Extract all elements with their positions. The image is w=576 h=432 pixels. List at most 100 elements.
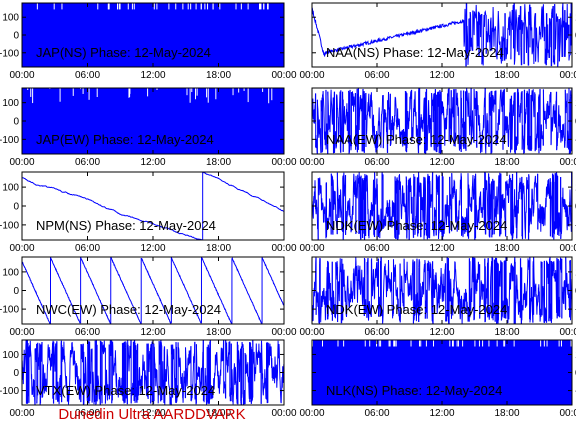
x-tick-label: 00:00 (299, 327, 324, 338)
x-tick-label: 18:00 (206, 408, 231, 419)
trace-area (22, 172, 284, 240)
trace-area (22, 3, 284, 67)
panel-title: NDK(EW) Phase: 12-May-2024 (326, 218, 507, 233)
x-tick-label: 12:00 (140, 157, 165, 168)
x-tick-label: 18:00 (494, 70, 519, 81)
trace-area (312, 340, 572, 405)
trace-area (312, 257, 572, 324)
panel-title: NWC(EW) Phase: 12-May-2024 (36, 302, 221, 317)
phase-trace (22, 172, 284, 240)
y-tick-label: 100 (2, 98, 19, 109)
x-tick-label: 18:00 (494, 243, 519, 254)
panel-title: NDK(EW) Phase: 12-May-2024 (326, 302, 507, 317)
y-tick-label: -100 (0, 48, 19, 59)
phase-panel-naa-ew: 1000-10000:0006:0012:0018:0000:00NAA(EW)… (299, 87, 576, 168)
trace-area (312, 3, 572, 67)
x-tick-label: 06:00 (364, 70, 389, 81)
x-tick-label: 06:00 (75, 70, 100, 81)
x-tick-label: 12:00 (140, 327, 165, 338)
x-tick-label: 00:00 (9, 327, 34, 338)
y-tick-label: 100 (2, 267, 19, 278)
y-tick-label: 100 (2, 13, 19, 24)
y-tick-label: 100 (2, 350, 19, 361)
phase-panel-naa-ns: 1000-10000:0006:0012:0018:0000:00NAA(NS)… (299, 2, 576, 81)
x-tick-label: 00:00 (271, 157, 296, 168)
x-tick-label: 00:00 (299, 243, 324, 254)
x-tick-label: 06:00 (364, 243, 389, 254)
y-tick-label: 0 (13, 202, 19, 213)
x-tick-label: 00:00 (9, 408, 34, 419)
trace-area (312, 172, 572, 240)
phase-panel-ndk-ew: 1000-10000:0006:0012:0018:0000:00NDK(EW)… (299, 256, 576, 338)
x-tick-label: 00:00 (299, 408, 324, 419)
x-tick-label: 18:00 (494, 327, 519, 338)
y-tick-label: 0 (13, 117, 19, 128)
phase-trace (22, 257, 284, 324)
x-tick-label: 06:00 (364, 327, 389, 338)
x-tick-label: 00:00 (9, 70, 34, 81)
panel-title: NAA(EW) Phase: 12-May-2024 (326, 132, 507, 147)
x-tick-label: 06:00 (75, 327, 100, 338)
x-tick-label: 18:00 (494, 157, 519, 168)
x-tick-label: 00:00 (559, 157, 576, 168)
panel-title: JAP(NS) Phase: 12-May-2024 (36, 45, 211, 60)
phase-trace (312, 88, 572, 154)
x-tick-label: 00:00 (271, 327, 296, 338)
x-tick-label: 06:00 (364, 408, 389, 419)
x-tick-label: 12:00 (429, 157, 454, 168)
phase-panel-nlk-ns: 1000-10000:0006:0012:0018:0000:00NLK(NS)… (299, 339, 576, 419)
saturated-fill (312, 340, 572, 405)
x-tick-label: 18:00 (206, 157, 231, 168)
x-tick-label: 06:00 (75, 243, 100, 254)
saturated-fill (22, 3, 284, 67)
x-tick-label: 12:00 (429, 70, 454, 81)
x-tick-label: 18:00 (206, 243, 231, 254)
trace-area (22, 340, 284, 405)
panel-title: VTX(EW) Phase: 12-May-2024 (36, 383, 215, 398)
x-tick-label: 00:00 (299, 157, 324, 168)
x-tick-label: 18:00 (206, 327, 231, 338)
x-tick-label: 12:00 (429, 327, 454, 338)
x-tick-label: 00:00 (559, 408, 576, 419)
panel-title: JAP(EW) Phase: 12-May-2024 (36, 132, 214, 147)
x-tick-label: 18:00 (494, 408, 519, 419)
panel-title: NAA(NS) Phase: 12-May-2024 (326, 45, 504, 60)
phase-trace (312, 172, 572, 240)
panel-title: NPM(NS) Phase: 12-May-2024 (36, 218, 216, 233)
x-tick-label: 06:00 (364, 157, 389, 168)
x-tick-label: 12:00 (429, 408, 454, 419)
x-tick-label: 00:00 (271, 70, 296, 81)
x-tick-label: 00:00 (9, 157, 34, 168)
x-tick-label: 00:00 (299, 70, 324, 81)
x-tick-label: 12:00 (140, 70, 165, 81)
x-tick-label: 00:00 (271, 243, 296, 254)
y-tick-label: 100 (2, 183, 19, 194)
footer-label: Dunedin Ultra AARDDVARK (58, 406, 245, 423)
x-tick-label: 00:00 (271, 408, 296, 419)
y-tick-label: -100 (0, 386, 19, 397)
x-tick-label: 18:00 (206, 70, 231, 81)
y-tick-label: -100 (0, 305, 19, 316)
x-tick-label: 06:00 (75, 408, 100, 419)
x-tick-label: 00:00 (559, 243, 576, 254)
saturated-fill (22, 88, 284, 154)
x-tick-label: 12:00 (140, 408, 165, 419)
y-tick-label: 0 (13, 31, 19, 42)
phase-trace (312, 3, 572, 67)
trace-area (22, 257, 284, 324)
x-tick-label: 12:00 (140, 243, 165, 254)
y-tick-label: -100 (0, 135, 19, 146)
x-tick-label: 00:00 (9, 243, 34, 254)
x-tick-label: 06:00 (75, 157, 100, 168)
x-tick-label: 12:00 (429, 243, 454, 254)
y-tick-label: 0 (13, 368, 19, 379)
panel-title: NLK(NS) Phase: 12-May-2024 (326, 383, 502, 398)
phase-panel-ndk-ew: 1000-10000:0006:0012:0018:0000:00NDK(EW)… (299, 171, 576, 254)
trace-area (312, 88, 572, 154)
x-tick-label: 00:00 (559, 327, 576, 338)
